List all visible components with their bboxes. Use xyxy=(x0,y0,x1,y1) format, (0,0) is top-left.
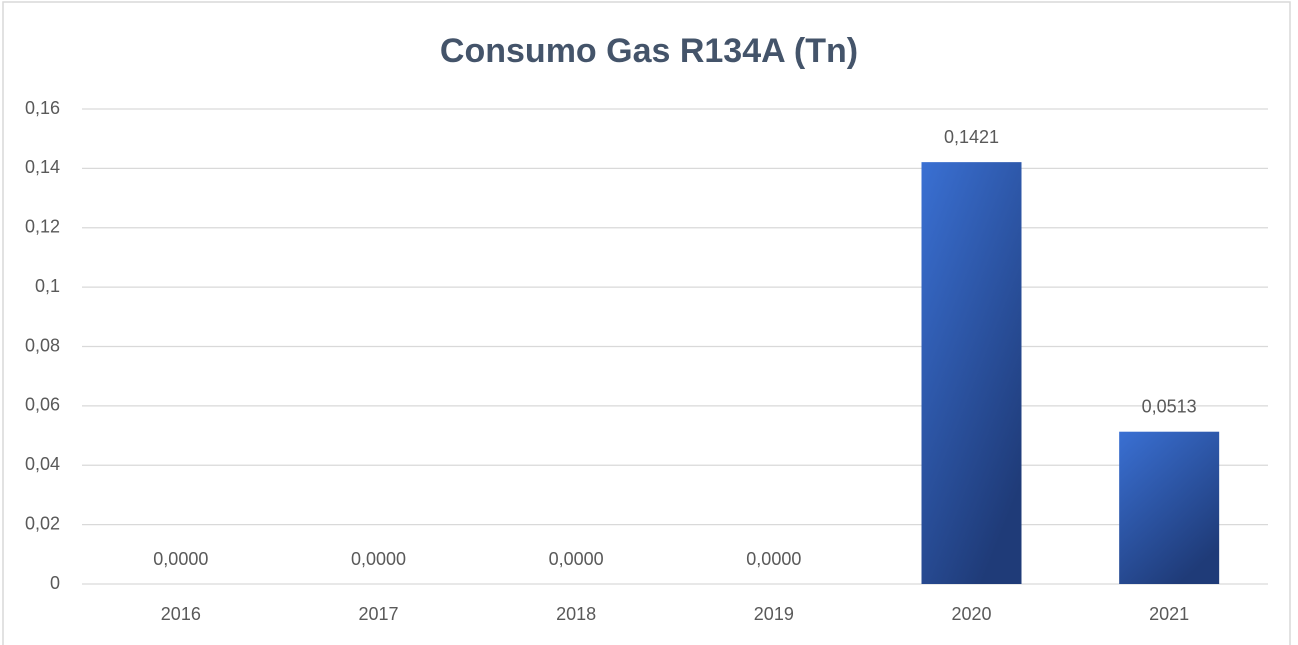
data-label: 0,0000 xyxy=(549,549,604,569)
data-label: 0,0000 xyxy=(153,549,208,569)
y-tick-label: 0,12 xyxy=(25,217,60,237)
bar xyxy=(1119,431,1220,584)
y-tick-label: 0,08 xyxy=(25,335,60,355)
x-tick-label: 2021 xyxy=(1149,604,1189,624)
bar xyxy=(921,162,1022,584)
y-tick-label: 0,1 xyxy=(35,276,60,296)
data-label: 0,0513 xyxy=(1142,396,1197,416)
y-tick-label: 0,02 xyxy=(25,513,60,533)
x-tick-label: 2020 xyxy=(951,604,991,624)
data-label: 0,0000 xyxy=(746,549,801,569)
chart-title: Consumo Gas R134A (Tn) xyxy=(440,32,858,70)
x-tick-label: 2018 xyxy=(556,604,596,624)
data-label: 0,1421 xyxy=(944,127,999,147)
x-tick-label: 2017 xyxy=(358,604,398,624)
data-label: 0,0000 xyxy=(351,549,406,569)
y-tick-label: 0,04 xyxy=(25,454,60,474)
y-tick-label: 0,06 xyxy=(25,395,60,415)
x-tick-label: 2019 xyxy=(754,604,794,624)
x-tick-label: 2016 xyxy=(161,604,201,624)
y-tick-label: 0 xyxy=(50,573,60,593)
y-tick-label: 0,14 xyxy=(25,157,60,177)
y-tick-label: 0,16 xyxy=(25,98,60,118)
